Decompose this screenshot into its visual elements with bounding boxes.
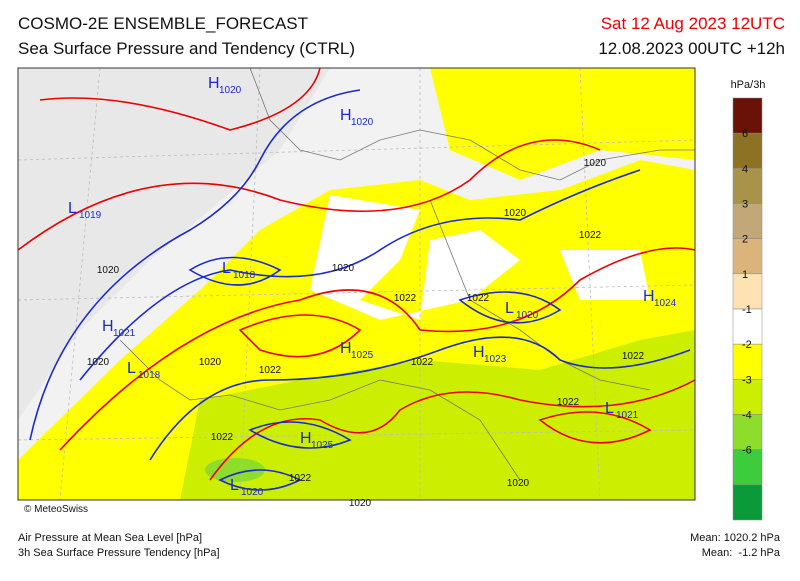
center-pressure: 1020: [241, 487, 264, 498]
colorbar-swatch: [732, 203, 763, 239]
colorbar-tick-label: -6: [742, 445, 752, 457]
center-pressure: 1021: [616, 410, 639, 421]
isobar-label: 1020: [349, 498, 372, 509]
colorbar-tick-label: 6: [742, 128, 748, 140]
colorbar-tick-label: 3: [742, 199, 748, 211]
center-letter: L: [127, 360, 136, 377]
colorbar-tick-label: -3: [742, 374, 752, 386]
colorbar-tick-label: -4: [742, 410, 752, 422]
footer-line: 3h Sea Surface Pressure Tendency [hPa]: [18, 547, 220, 559]
tendency-area: [180, 330, 695, 500]
tendency-area: [430, 68, 695, 180]
colorbar-tick-label: -2: [742, 339, 752, 351]
subtitle: Sea Surface Pressure and Tendency (CTRL): [18, 39, 355, 58]
colorbar-unit: hPa/3h: [731, 79, 766, 91]
title: COSMO-2E ENSEMBLE_FORECAST: [18, 14, 308, 33]
center-pressure: 1020: [219, 85, 242, 96]
colorbar-tick-label: 2: [742, 234, 748, 246]
center-pressure: 1021: [113, 328, 136, 339]
colorbar-swatch: [732, 273, 763, 310]
center-letter: L: [505, 300, 514, 317]
center-pressure: 1018: [138, 370, 161, 381]
center-letter: L: [68, 200, 77, 217]
colorbar-swatch: [732, 484, 763, 521]
valid-time: Sat 12 Aug 2023 12UTC: [601, 14, 785, 33]
mean-pressure: Mean: 1020.2 hPa: [690, 532, 781, 544]
center-pressure: 1018: [233, 270, 256, 281]
center-letter: H: [102, 318, 114, 335]
colorbar-tick-label: 4: [742, 163, 748, 175]
isobar-label: 1022: [579, 230, 602, 241]
isobar-label: 1020: [504, 208, 527, 219]
colorbar-swatch: [732, 97, 763, 134]
colorbar-swatch: [732, 343, 763, 380]
isobar-label: 1022: [211, 432, 234, 443]
center-letter: L: [605, 400, 614, 417]
tendency-area: [310, 195, 520, 320]
isobar-label: 1022: [557, 397, 580, 408]
colorbar-tick-label: 1: [742, 269, 748, 281]
center-letter: H: [340, 340, 352, 357]
mean-tendency: Mean: -1.2 hPa: [702, 547, 781, 559]
center-letter: H: [208, 75, 220, 92]
colorbar-swatch: [732, 449, 763, 486]
isobar-label: 1022: [394, 293, 417, 304]
colorbar-swatch: [732, 132, 763, 169]
isobar-label: 1022: [289, 473, 312, 484]
isobar-label: 1022: [411, 357, 434, 368]
isobar-label: 1020: [87, 357, 110, 368]
center-pressure: 1025: [351, 350, 374, 361]
sea: [18, 68, 330, 420]
isobar-label: 1020: [97, 265, 120, 276]
isobar-label: 1022: [259, 365, 282, 376]
colorbar-swatch: [732, 379, 763, 415]
center-pressure: 1023: [484, 354, 507, 365]
isobar-label: 1020: [584, 158, 607, 169]
map-frame: [17, 67, 696, 501]
colorbar-tick-label: -1: [742, 304, 752, 316]
isobar-label: 1022: [467, 293, 490, 304]
center-pressure: 1019: [79, 210, 102, 221]
center-letter: H: [300, 430, 312, 447]
tendency-area: [205, 458, 265, 482]
center-letter: L: [230, 477, 239, 494]
center-pressure: 1020: [351, 117, 374, 128]
isobar-label: 1022: [622, 351, 645, 362]
center-letter: L: [222, 260, 231, 277]
isobar-label: 1020: [332, 263, 355, 274]
center-letter: H: [643, 288, 655, 305]
isobar-label: 1020: [199, 357, 222, 368]
center-letter: H: [473, 344, 485, 361]
isobar-label: 1020: [507, 478, 530, 489]
colorbar-swatch: [732, 238, 763, 275]
copyright: © MeteoSwiss: [24, 504, 88, 515]
colorbar-swatch: [732, 414, 763, 450]
colorbar: hPa/3h 6 4 3 2 1 -1 -2 -3 -4 -6: [731, 79, 766, 521]
run-time: 12.08.2023 00UTC +12h: [598, 39, 785, 58]
center-pressure: 1024: [654, 298, 677, 309]
pressure-isobars: [29, 89, 691, 491]
center-pressure: 1020: [516, 310, 539, 321]
footer-line: Air Pressure at Mean Sea Level [hPa]: [18, 532, 202, 544]
colorbar-swatch: [732, 168, 763, 204]
colorbar-swatch: [732, 308, 763, 345]
center-letter: H: [340, 107, 352, 124]
center-pressure: 1025: [311, 440, 334, 451]
borders: [119, 68, 695, 481]
